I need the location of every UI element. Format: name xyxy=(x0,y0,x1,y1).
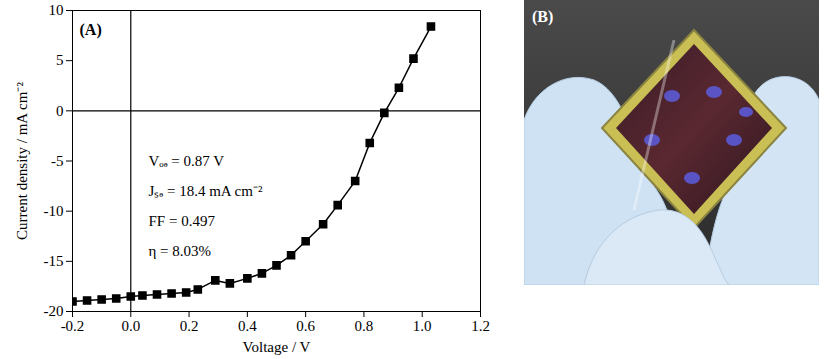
svg-text:η = 8.03%: η = 8.03% xyxy=(149,243,212,259)
svg-text:5: 5 xyxy=(56,52,64,68)
svg-text:-20: -20 xyxy=(44,303,64,319)
svg-text:(B): (B) xyxy=(532,8,553,26)
svg-text:0.8: 0.8 xyxy=(355,318,374,334)
svg-text:0.0: 0.0 xyxy=(121,318,140,334)
svg-text:Jₛₔ = 18.4 mA cm⁻²: Jₛₔ = 18.4 mA cm⁻² xyxy=(149,183,263,199)
svg-text:Current density / mA cm⁻²: Current density / mA cm⁻² xyxy=(14,82,30,240)
svg-text:Voltage / V: Voltage / V xyxy=(243,339,311,355)
svg-text:-5: -5 xyxy=(51,153,64,169)
svg-text:10: 10 xyxy=(49,2,64,18)
svg-text:1.2: 1.2 xyxy=(471,318,490,334)
svg-text:0.2: 0.2 xyxy=(180,318,199,334)
svg-text:-0.2: -0.2 xyxy=(61,318,85,334)
svg-text:FF = 0.497: FF = 0.497 xyxy=(149,213,216,229)
svg-text:-10: -10 xyxy=(44,203,64,219)
svg-text:(A): (A) xyxy=(80,21,102,39)
svg-text:-15: -15 xyxy=(44,253,64,269)
svg-text:Vₒₔ = 0.87 V: Vₒₔ = 0.87 V xyxy=(149,153,225,169)
svg-text:0.6: 0.6 xyxy=(296,318,315,334)
svg-text:1.0: 1.0 xyxy=(413,318,432,334)
svg-text:0.4: 0.4 xyxy=(238,318,257,334)
svg-text:0: 0 xyxy=(56,103,64,119)
